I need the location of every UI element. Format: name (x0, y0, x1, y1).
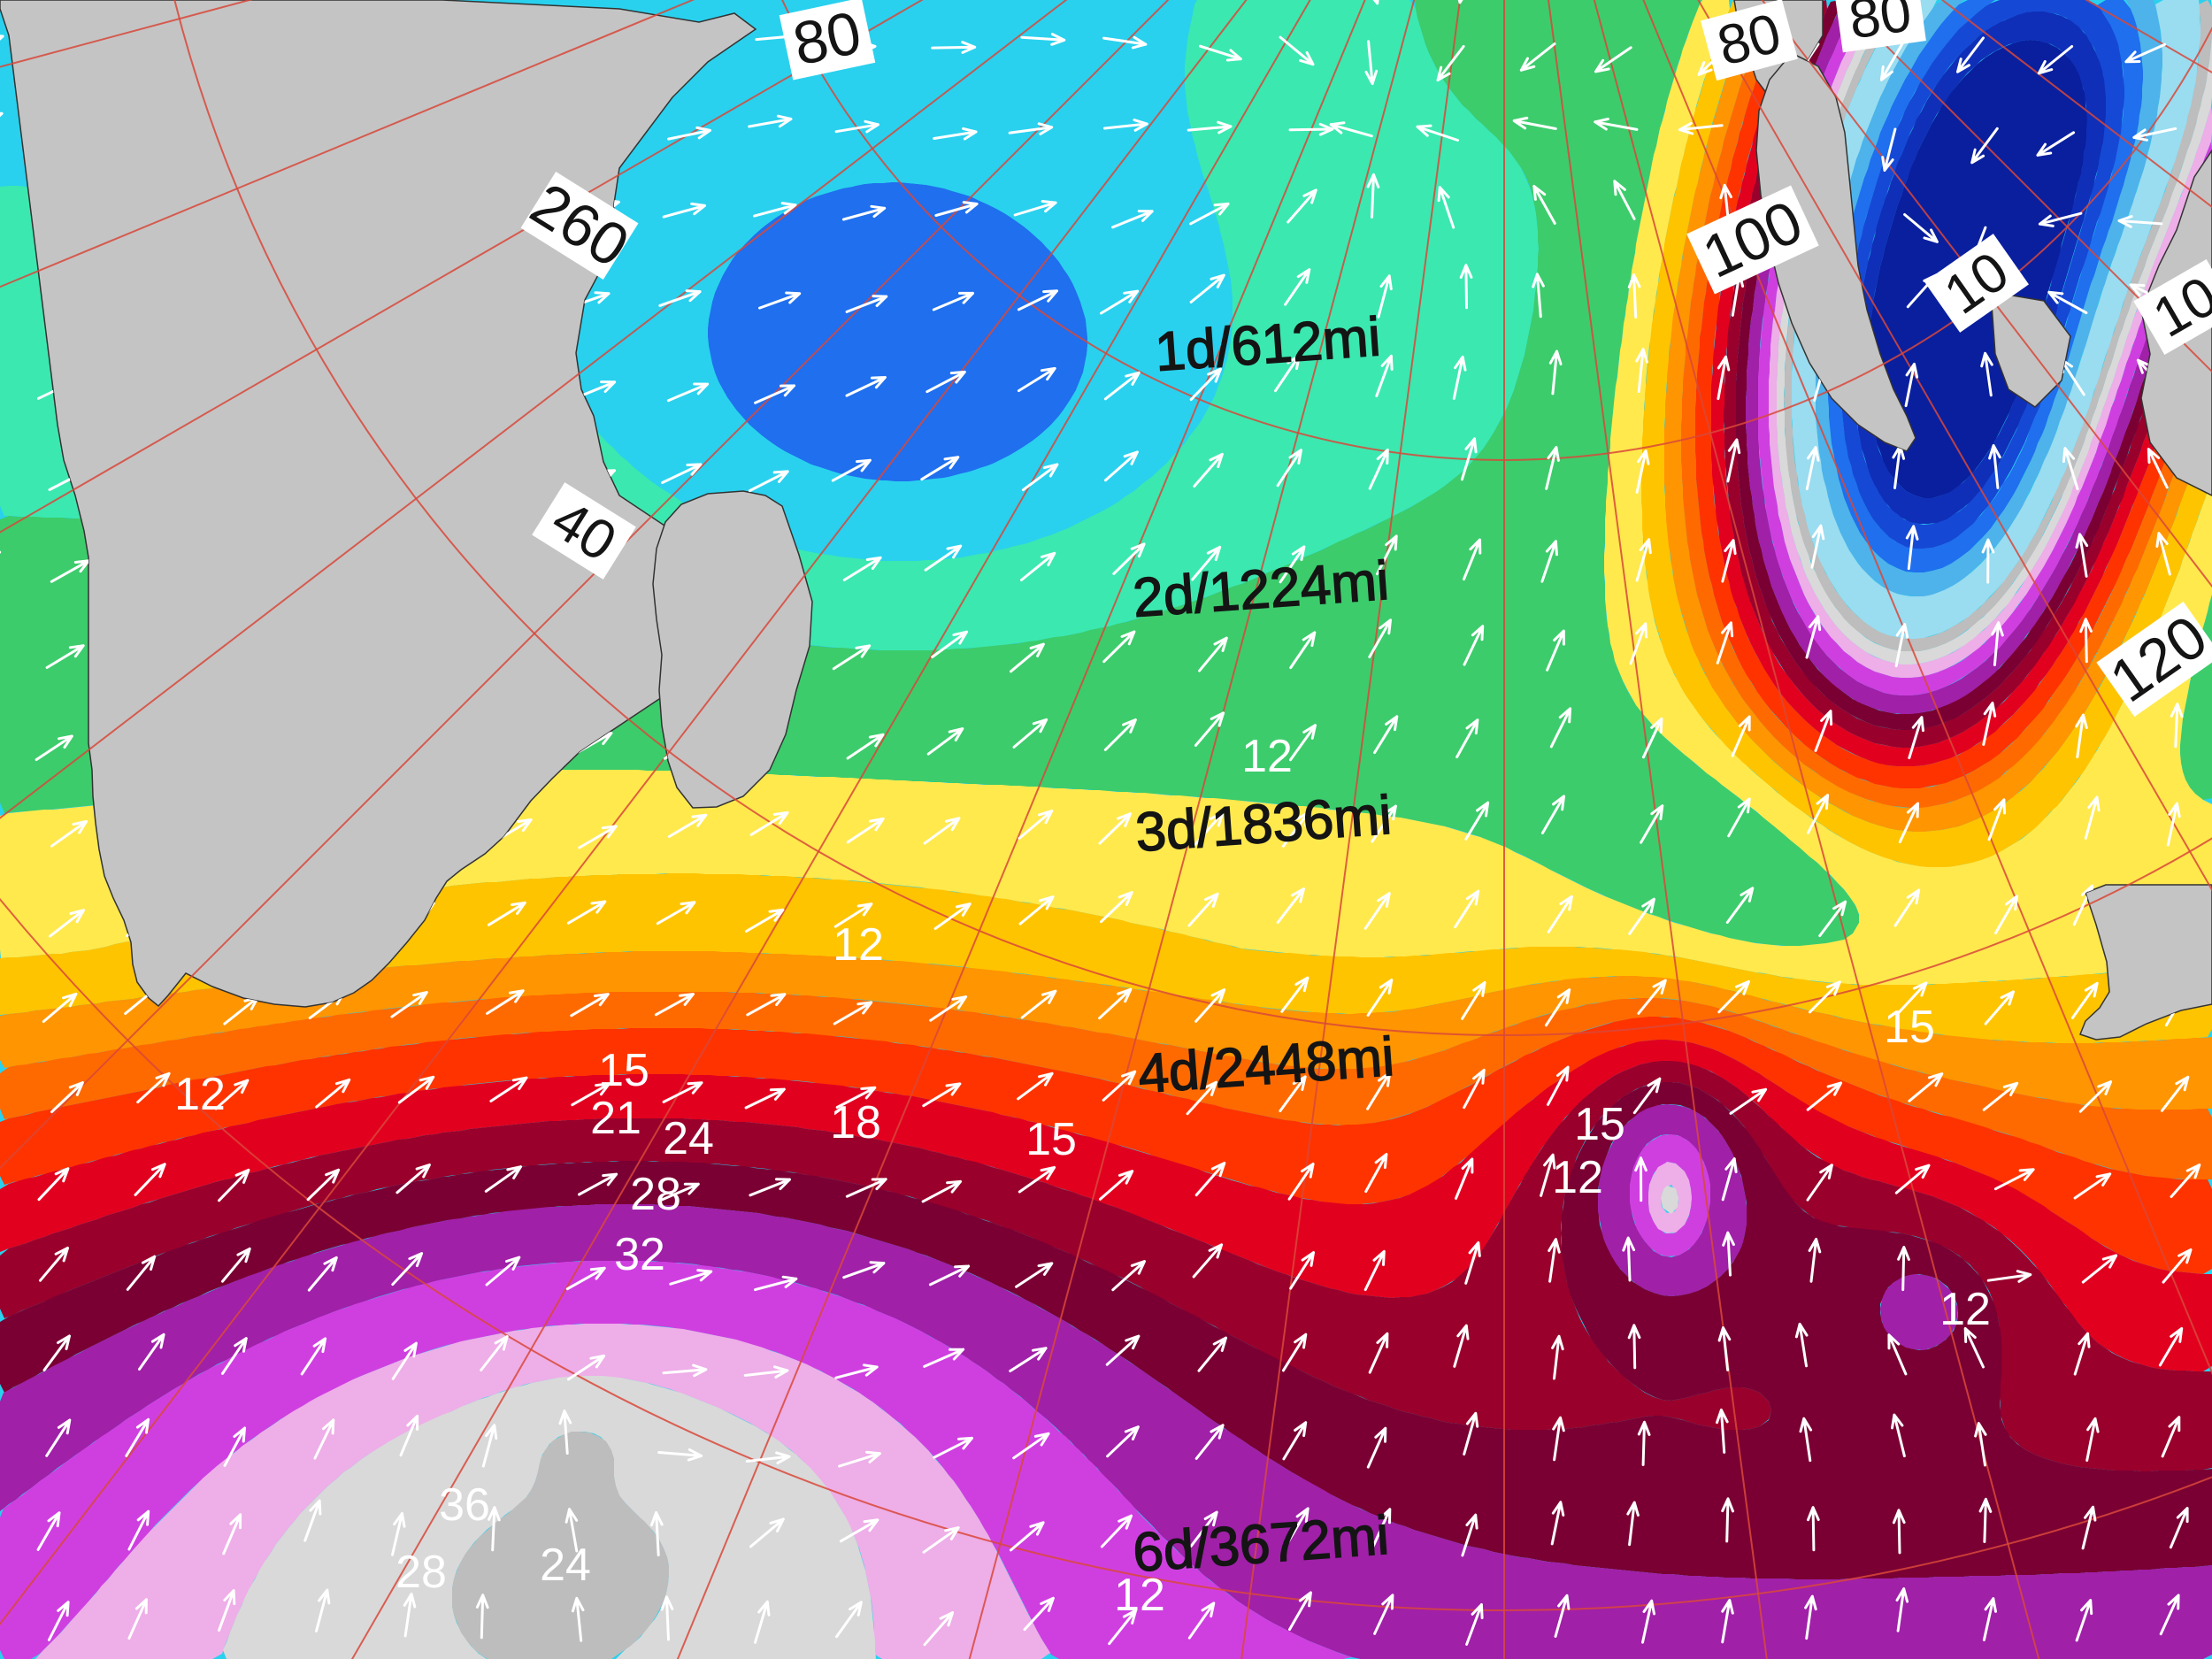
svg-text:12: 12 (1552, 1152, 1603, 1203)
svg-text:24: 24 (663, 1113, 714, 1164)
svg-text:24: 24 (540, 1540, 591, 1591)
svg-text:12: 12 (833, 919, 884, 971)
svg-text:12: 12 (1939, 1284, 1991, 1335)
svg-text:12: 12 (1114, 1570, 1165, 1621)
svg-text:15: 15 (1574, 1099, 1625, 1150)
svg-text:80: 80 (1845, 0, 1915, 51)
svg-text:32: 32 (614, 1229, 665, 1280)
svg-text:15: 15 (598, 1045, 649, 1096)
svg-text:18: 18 (830, 1097, 881, 1148)
svg-text:28: 28 (396, 1547, 447, 1598)
svg-text:15: 15 (1025, 1114, 1077, 1165)
svg-text:21: 21 (590, 1093, 641, 1144)
svg-text:28: 28 (630, 1169, 681, 1220)
svg-text:80: 80 (787, 0, 867, 79)
svg-text:36: 36 (439, 1479, 490, 1531)
svg-text:15: 15 (1884, 1002, 1935, 1053)
svg-text:12: 12 (174, 1069, 226, 1120)
svg-text:12: 12 (1241, 731, 1293, 782)
